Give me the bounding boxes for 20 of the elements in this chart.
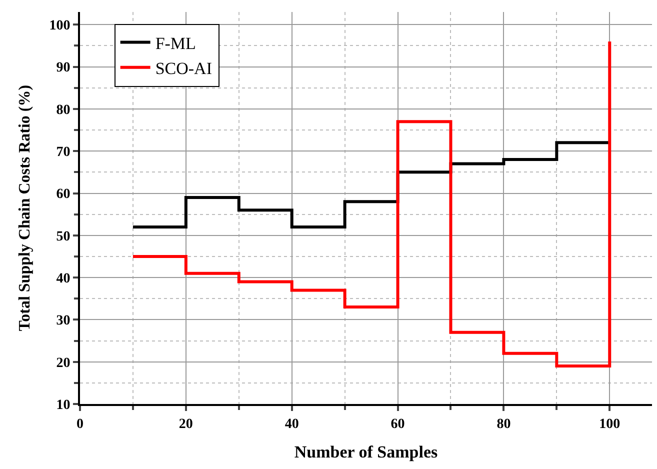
y-tick-label: 10: [56, 398, 70, 413]
x-tick-label: 100: [599, 416, 620, 432]
y-tick-label: 60: [56, 187, 70, 202]
x-tick-label: 40: [284, 416, 299, 432]
x-tick-label: 0: [76, 416, 84, 432]
y-tick-label: 90: [56, 60, 70, 76]
legend-label: F-ML: [155, 34, 196, 53]
y-axis-title: Total Supply Chain Costs Ratio (%): [16, 84, 34, 332]
y-tick-label: 50: [56, 229, 70, 244]
y-tick-label: 30: [56, 314, 70, 329]
x-tick-label: 20: [178, 416, 193, 432]
y-tick-label: 70: [56, 145, 70, 160]
y-tick-label: 80: [56, 102, 70, 118]
x-tick-label: 80: [496, 416, 511, 432]
y-tick-label: 40: [56, 271, 70, 286]
x-axis-title: Number of Samples: [294, 442, 438, 462]
x-tick-label: 60: [390, 416, 405, 432]
y-tick-label: 20: [56, 356, 70, 371]
legend-label: SCO-AI: [155, 59, 212, 78]
y-tick-label: 100: [49, 18, 70, 34]
